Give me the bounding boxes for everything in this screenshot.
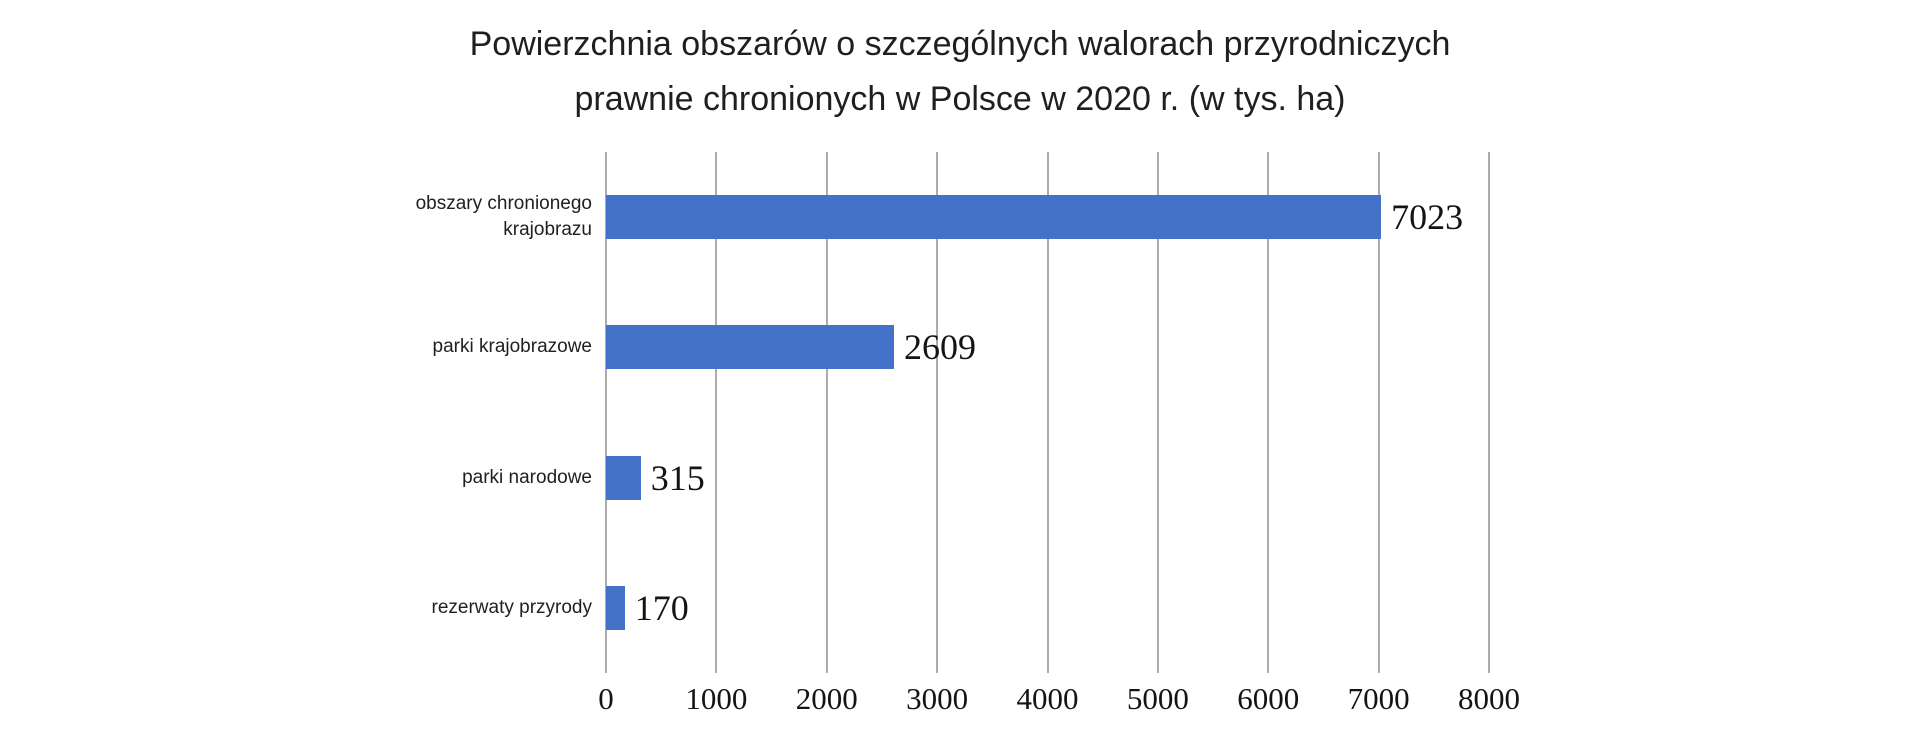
x-tick-label: 8000 — [1458, 681, 1520, 716]
x-tick-label: 0 — [598, 681, 614, 716]
gridline — [1488, 152, 1490, 673]
value-label: 170 — [634, 587, 689, 628]
gridline — [715, 152, 718, 673]
category-label-row: rezerwaty przyrody — [0, 543, 593, 673]
plot-area: 7023 2609 315 170 — [605, 152, 1490, 673]
x-tick-label: 4000 — [1016, 681, 1079, 716]
x-axis-ticks: 0 1000 2000 3000 4000 5000 6000 7000 8000 — [598, 681, 1520, 723]
x-tick-label: 1000 — [685, 681, 748, 716]
bar — [606, 585, 625, 630]
bar-row: 170 — [606, 543, 1489, 673]
category-label-row: parki narodowe — [0, 413, 592, 543]
gridline — [825, 152, 828, 673]
category-label: obszary chronionego krajobrazu — [415, 193, 592, 241]
bar-row: 2609 — [606, 282, 1489, 412]
gridline — [1377, 152, 1380, 673]
gridline — [1156, 152, 1159, 673]
gridline — [605, 152, 607, 673]
gridline — [1046, 152, 1049, 673]
gridline — [936, 152, 939, 673]
value-label: 2609 — [903, 327, 976, 368]
x-tick-label: 5000 — [1126, 681, 1189, 716]
bar-row: 7023 — [606, 152, 1489, 282]
value-label: 7023 — [1391, 197, 1464, 238]
category-label-row: obszary chronionego krajobrazu — [0, 152, 592, 282]
x-tick-label: 3000 — [906, 681, 969, 716]
category-label: rezerwaty przyrody — [431, 596, 593, 618]
bar-row: 315 — [606, 413, 1489, 543]
chart-body: obszary chronionego krajobrazu parki kraj… — [0, 152, 1920, 673]
bar — [606, 195, 1382, 240]
value-label: 315 — [650, 457, 705, 498]
chart-title-line1: Powierzchnia obszarów o szczególnych wal… — [469, 25, 1451, 63]
gridline — [1267, 152, 1270, 673]
x-tick-label: 2000 — [795, 681, 858, 716]
x-tick-label: 7000 — [1347, 681, 1410, 716]
category-labels: obszary chronionego krajobrazu parki kraj… — [0, 152, 592, 673]
category-label: parki narodowe — [462, 466, 592, 488]
chart-title-line2: prawnie chronionych w Polsce w 2020 r. (… — [574, 80, 1346, 118]
chart-title: Powierzchnia obszarów o szczególnych wal… — [0, 17, 1920, 127]
x-tick-label: 6000 — [1237, 681, 1300, 716]
bar — [606, 455, 641, 500]
category-label-row: parki krajobrazowe — [0, 282, 592, 412]
bar — [606, 325, 894, 370]
category-label: parki krajobrazowe — [432, 336, 592, 358]
